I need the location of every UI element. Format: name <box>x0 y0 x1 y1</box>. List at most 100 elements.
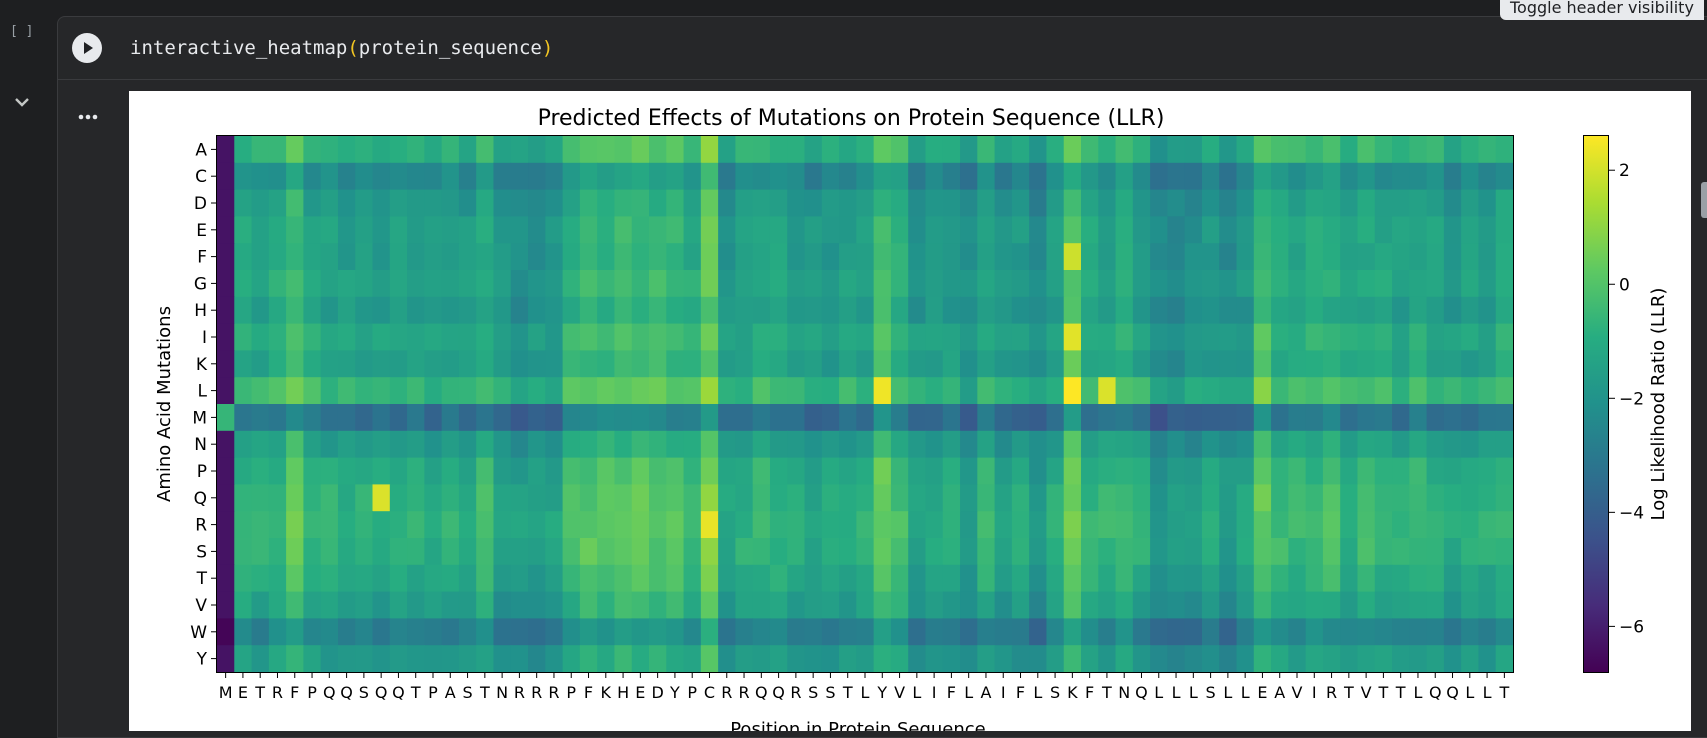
heatmap-cell <box>804 136 823 164</box>
heatmap-cell <box>1374 484 1393 512</box>
chevron-down-icon[interactable] <box>12 92 32 112</box>
heatmap-cell <box>1029 591 1048 619</box>
heatmap-cell <box>1478 377 1497 405</box>
code-editor[interactable]: interactive_heatmap(protein_sequence) <box>130 37 553 59</box>
heatmap-cell <box>1253 350 1272 378</box>
heatmap-cell <box>821 162 840 191</box>
heatmap-cell <box>234 564 253 593</box>
heatmap-cell <box>614 243 633 271</box>
heatmap-cell <box>1167 591 1186 619</box>
heatmap-cell <box>1219 645 1238 673</box>
heatmap-cell <box>1426 216 1445 244</box>
heatmap-cell <box>1098 136 1117 164</box>
heatmap-cell <box>1305 270 1324 298</box>
heatmap-cell <box>683 350 702 378</box>
heatmap-cell <box>1115 645 1134 673</box>
heatmap-cell <box>1063 323 1082 351</box>
heatmap-cell <box>700 216 719 244</box>
heatmap-cell <box>424 296 443 325</box>
heatmap-cell <box>994 430 1013 459</box>
heatmap-cell <box>1409 564 1428 593</box>
heatmap-cell <box>1167 404 1186 432</box>
heatmap-cell <box>1443 162 1462 191</box>
heatmap-cell <box>1357 296 1376 325</box>
heatmap-cell <box>873 457 892 485</box>
heatmap-cell <box>337 645 356 673</box>
heatmap-cell <box>234 457 253 485</box>
heatmap-cell <box>1340 136 1359 164</box>
heatmap-cell <box>424 136 443 164</box>
heatmap-cell <box>407 564 425 593</box>
heatmap-cell <box>718 296 736 325</box>
heatmap-cell <box>389 430 408 459</box>
heatmap-cell <box>217 162 235 191</box>
more-options-icon[interactable] <box>78 111 98 123</box>
heatmap-cell <box>320 538 339 566</box>
heatmap-cell <box>234 189 253 217</box>
heatmap-cell <box>476 645 495 673</box>
heatmap-cell <box>320 136 339 164</box>
heatmap-cell <box>942 270 961 298</box>
heatmap-cell <box>372 296 391 325</box>
heatmap-cell <box>631 538 650 566</box>
heatmap-cell <box>1029 484 1048 512</box>
heatmap-cell <box>286 484 304 512</box>
heatmap-cell <box>1322 430 1341 459</box>
heatmap-cell <box>1115 457 1134 485</box>
heatmap-cell <box>441 457 460 485</box>
heatmap-cell <box>1495 618 1514 646</box>
heatmap-cell <box>942 296 961 325</box>
heatmap-cell <box>821 457 840 485</box>
heatmap-cell <box>942 645 961 673</box>
heatmap-cell <box>769 564 788 593</box>
heatmap-cell <box>1409 404 1428 432</box>
run-cell-button[interactable] <box>72 33 102 63</box>
execution-count: [ ] <box>10 24 34 39</box>
heatmap-cell <box>856 511 875 539</box>
heatmap-cell <box>873 136 892 164</box>
x-tick-label: R <box>790 683 801 702</box>
heatmap-cell <box>839 216 857 244</box>
heatmap-cell <box>1098 511 1117 539</box>
heatmap-cell <box>839 457 857 485</box>
heatmap-cell <box>286 618 304 646</box>
heatmap-cell <box>890 457 909 485</box>
heatmap-cell <box>1253 136 1272 164</box>
heatmap-cell <box>1201 457 1220 485</box>
heatmap-cell <box>441 270 460 298</box>
heatmap-cell <box>631 511 650 539</box>
heatmap-cell <box>458 564 477 593</box>
heatmap-cell <box>1443 430 1462 459</box>
heatmap-cell <box>1392 645 1410 673</box>
heatmap-cell <box>1357 189 1376 217</box>
heatmap-cell <box>942 457 961 485</box>
heatmap-cell <box>597 136 616 164</box>
heatmap-cell <box>718 564 736 593</box>
heatmap-cell <box>1115 484 1134 512</box>
heatmap-cell <box>1081 270 1099 298</box>
heatmap-cell <box>1305 404 1324 432</box>
heatmap-cell <box>821 189 840 217</box>
heatmap-cell <box>1340 216 1359 244</box>
heatmap-cell <box>493 350 512 378</box>
heatmap-cell <box>752 377 771 405</box>
heatmap-cell <box>1219 564 1238 593</box>
heatmap-cell <box>217 296 235 325</box>
heatmap-cell <box>1253 323 1272 351</box>
heatmap-cell <box>268 591 287 619</box>
colorbar-tick-label: 0 <box>1619 275 1630 295</box>
scrollbar-handle[interactable] <box>1701 182 1707 218</box>
x-tick-label: L <box>1154 683 1163 702</box>
heatmap-cell <box>1167 350 1186 378</box>
heatmap-cell <box>1081 564 1099 593</box>
heatmap-cell <box>1426 645 1445 673</box>
x-tick-label: R <box>272 683 283 702</box>
heatmap-cell <box>942 216 961 244</box>
heatmap-cell <box>977 270 996 298</box>
heatmap-cell <box>700 511 719 539</box>
heatmap-cell <box>666 243 685 271</box>
heatmap-cell <box>960 404 978 432</box>
heatmap-cell <box>1201 270 1220 298</box>
heatmap-cell <box>528 162 546 191</box>
heatmap-cell <box>424 457 443 485</box>
